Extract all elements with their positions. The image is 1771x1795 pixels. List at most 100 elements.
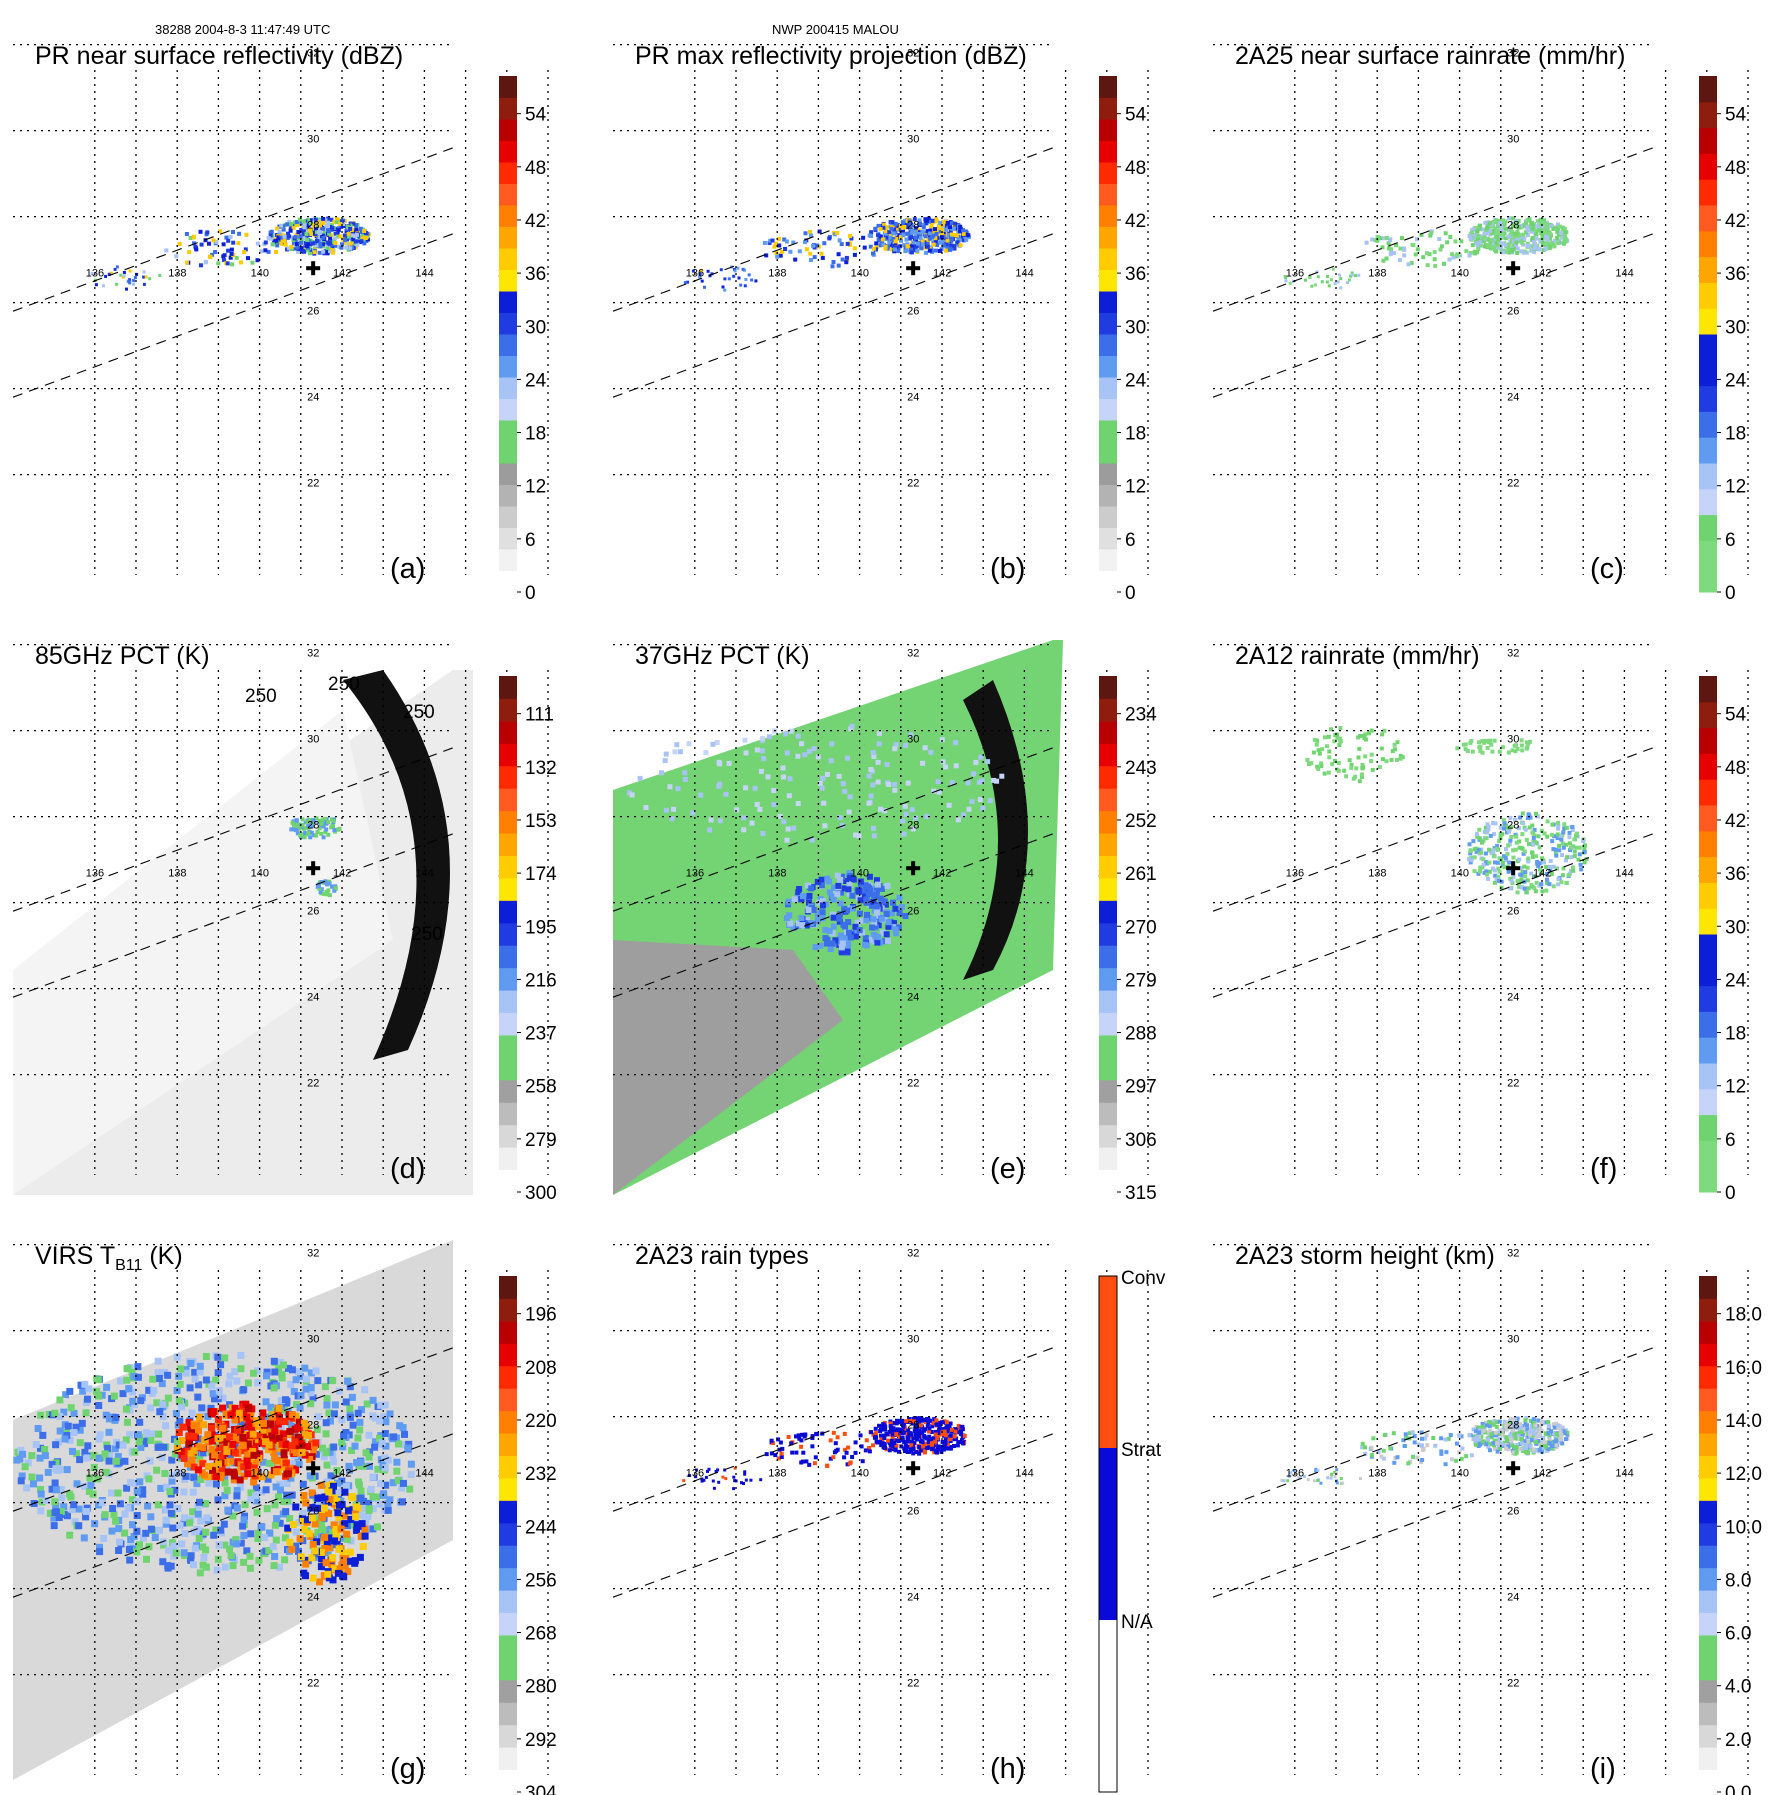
colorbar-segment	[1699, 1037, 1717, 1063]
colorbar-segment	[1099, 923, 1117, 946]
colorbar-tick: 18	[1725, 424, 1746, 445]
colorbar-segment	[1699, 1366, 1717, 1389]
colorbar-segment	[499, 878, 517, 901]
colorbar-tick: 111	[525, 705, 554, 726]
lon-label: 138	[768, 1468, 786, 1480]
colorbar-tick: 232	[525, 1464, 557, 1485]
panel-title: 85GHz PCT (K)	[35, 642, 210, 670]
colorbar-segment	[1699, 360, 1717, 386]
colorbar-segment	[499, 1635, 517, 1658]
lat-label: 26	[907, 306, 919, 318]
lon-label: 136	[86, 1468, 104, 1480]
colorbar-segment	[499, 549, 517, 571]
colorbar-segment	[499, 1147, 517, 1170]
panel-label: (h)	[990, 1753, 1025, 1785]
lat-label: 30	[1507, 134, 1519, 146]
colorbar-segment	[1099, 506, 1117, 528]
lon-label: 144	[1615, 868, 1633, 880]
colorbar-segment	[1699, 386, 1717, 412]
lat-label: 30	[907, 734, 919, 746]
field-layer-d	[13, 670, 473, 1195]
colorbar-segment	[1099, 270, 1117, 292]
lon-label: 138	[1368, 268, 1386, 280]
lat-label: 24	[907, 392, 919, 404]
colorbar-segment	[1099, 1013, 1117, 1036]
colorbar-segment	[499, 248, 517, 270]
colorbar-tick: 300	[525, 1183, 557, 1204]
lat-label: 22	[907, 478, 919, 490]
lat-label: 24	[1507, 992, 1519, 1004]
colorbar-segment	[1699, 1635, 1717, 1658]
colorbar-segment	[499, 119, 517, 141]
lat-label: 32	[907, 648, 919, 660]
colorbar-segment	[499, 356, 517, 378]
lat-label: 32	[307, 648, 319, 660]
colorbar-segment	[1099, 485, 1117, 507]
lat-label: 22	[1507, 1678, 1519, 1690]
lon-label: 136	[86, 268, 104, 280]
panel-label: (i)	[1590, 1753, 1616, 1785]
colorbar-segment	[499, 1343, 517, 1366]
colorbar-segment	[1699, 676, 1717, 702]
storm-center-marker	[1506, 261, 1520, 275]
colorbar-segment	[1099, 698, 1117, 721]
colorbar-segment	[499, 1035, 517, 1058]
colorbar-tick: 6.0	[1725, 1624, 1751, 1645]
colorbar-segment	[1699, 308, 1717, 334]
colorbar-segment	[499, 1366, 517, 1389]
panel-h: 2224262830321361381401421441462A23 rain …	[613, 1240, 1113, 1795]
panel-label: (f)	[1590, 1153, 1617, 1185]
colorbar-segment	[1699, 1343, 1717, 1366]
colorbar-tick: 292	[525, 1730, 557, 1751]
lon-label: 142	[333, 868, 351, 880]
colorbar-segment	[499, 1747, 517, 1770]
lon-label: 136	[1286, 268, 1304, 280]
lat-label: 22	[907, 1678, 919, 1690]
lon-label: 140	[1451, 1468, 1469, 1480]
field-layer-b	[684, 217, 971, 292]
lat-label: 22	[1507, 478, 1519, 490]
colorbar-segment	[499, 1725, 517, 1748]
colorbar-segment	[499, 855, 517, 878]
colorbar-segment	[1099, 878, 1117, 901]
panel-label: (c)	[1590, 553, 1624, 585]
colorbar-tick: 268	[525, 1624, 557, 1645]
lon-label: 140	[851, 868, 869, 880]
lon-label: 138	[1368, 1468, 1386, 1480]
colorbar-i: 0.02.04.06.08.010.012.014.016.018.0	[1699, 1276, 1762, 1795]
lat-label: 24	[1507, 1592, 1519, 1604]
lat-label: 30	[307, 134, 319, 146]
colorbar-tick: 24	[1725, 370, 1747, 391]
colorbar-segment	[1099, 356, 1117, 378]
colorbar-segment	[1699, 857, 1717, 883]
lon-label: 142	[333, 1468, 351, 1480]
colorbar-segment	[1099, 98, 1117, 120]
colorbar-tick: 304	[525, 1783, 557, 1795]
colorbar-tick: 132	[525, 758, 557, 779]
colorbar-tick: 36	[525, 264, 546, 285]
colorbar-segment	[1099, 399, 1117, 421]
colorbar-segment	[1699, 1590, 1717, 1613]
colorbar-tick: 24	[1125, 370, 1147, 391]
colorbar-segment	[499, 506, 517, 528]
colorbar-tick: 54	[1125, 105, 1147, 126]
colorbar-tick: 10.0	[1725, 1517, 1762, 1538]
colorbar-tick: 48	[525, 158, 546, 179]
grid-b	[613, 45, 1148, 575]
colorbar-segment	[1099, 463, 1117, 485]
lat-label: 26	[907, 906, 919, 918]
colorbar-segment	[1099, 1448, 1117, 1620]
lon-label: 136	[686, 868, 704, 880]
colorbar-tick: 6	[1725, 1130, 1736, 1151]
colorbar-segment	[499, 227, 517, 249]
colorbar-tick: 0	[525, 583, 536, 604]
colorbar-segment	[1099, 811, 1117, 834]
colorbar-category: Conv	[1121, 1268, 1166, 1289]
colorbar-segment	[1099, 248, 1117, 270]
colorbar-segment	[1099, 184, 1117, 206]
lat-label: 26	[1507, 906, 1519, 918]
lat-label: 32	[1507, 1248, 1519, 1260]
lat-label: 30	[307, 1334, 319, 1346]
